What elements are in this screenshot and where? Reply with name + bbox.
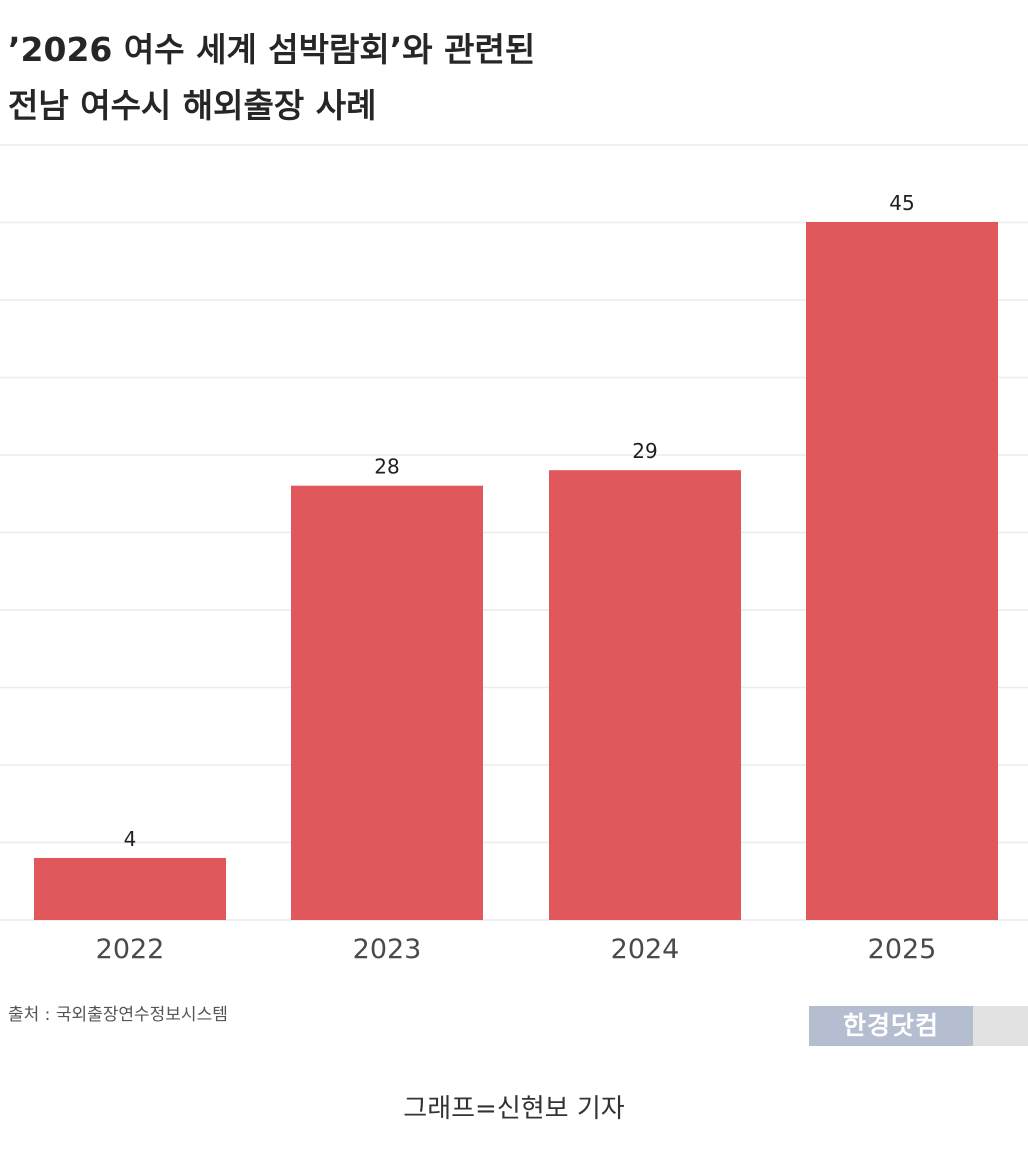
- value-label-2023: 28: [374, 455, 399, 479]
- value-label-2024: 29: [632, 439, 657, 463]
- bar-chart: 4 28 29 45 2022 2023 2024 2025: [0, 144, 1028, 965]
- x-tick-label-2025: 2025: [868, 934, 937, 965]
- value-label-2022: 4: [124, 827, 137, 851]
- bar-2024: [549, 470, 741, 920]
- bars: [34, 222, 998, 920]
- x-axis: 2022 2023 2024 2025: [96, 934, 937, 965]
- brand-logo-area: 한경닷컴: [809, 1006, 1028, 1046]
- bar-2023: [291, 485, 483, 920]
- x-tick-label-2022: 2022: [96, 934, 165, 965]
- chart-title-line-1: ’2026 여수 세계 섬박람회’와 관련된: [8, 30, 536, 69]
- x-tick-label-2023: 2023: [353, 934, 422, 965]
- chart-title: ’2026 여수 세계 섬박람회’와 관련된 전남 여수시 해외출장 사례: [8, 22, 1008, 134]
- value-labels: 4 28 29 45: [124, 191, 915, 851]
- x-tick-label-2024: 2024: [611, 934, 680, 965]
- chart-title-line-2: 전남 여수시 해외출장 사례: [8, 86, 377, 125]
- value-label-2025: 45: [889, 191, 914, 215]
- brand-logo: 한경닷컴: [809, 1006, 973, 1046]
- source-note: 출처 : 국외출장연수정보시스템: [8, 1005, 228, 1025]
- bar-2025: [806, 222, 998, 920]
- graph-credit: 그래프=신현보 기자: [403, 1094, 625, 1124]
- bar-2022: [34, 857, 226, 920]
